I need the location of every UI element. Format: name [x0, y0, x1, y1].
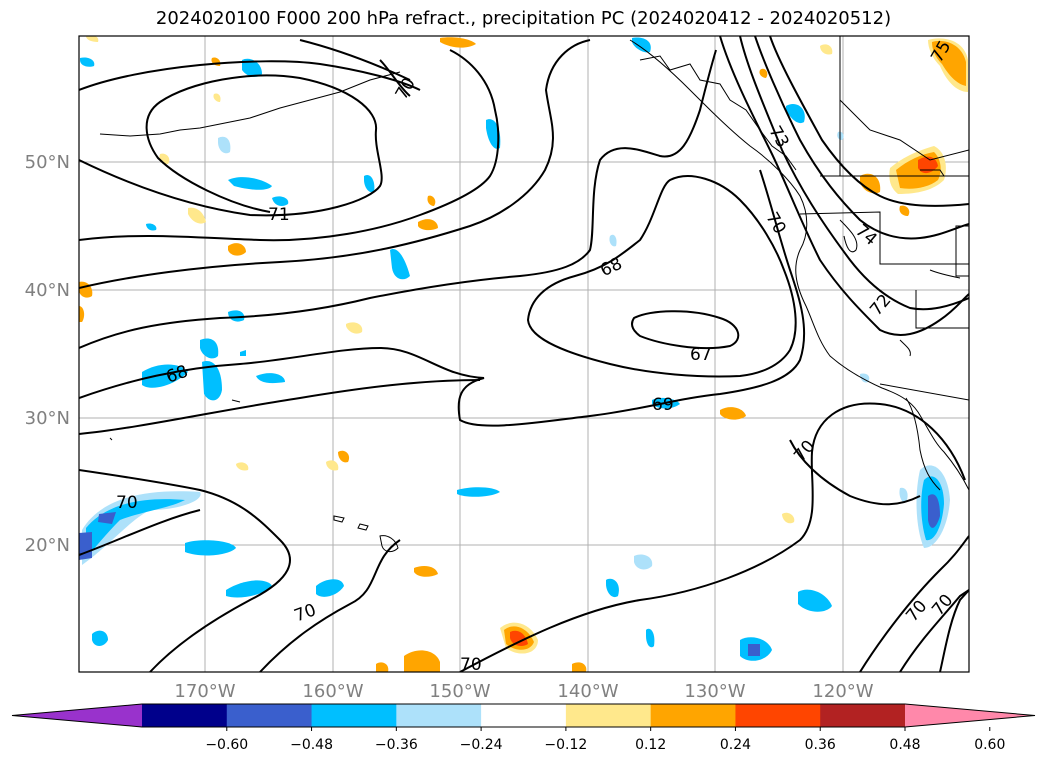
latitude-labels: 50°N 40°N 30°N 20°N [25, 152, 70, 556]
colorbar-segment [481, 704, 567, 727]
map-title: 2024020100 F000 200 hPa refract., precip… [155, 8, 892, 29]
colorbar-tick-label: 0.60 [974, 737, 1005, 753]
colorbar-tick-label: 0.12 [635, 737, 666, 753]
longitude-labels: 170°W 160°W 150°W 140°W 130°W 120°W [174, 681, 873, 702]
contour-label: 69 [652, 395, 674, 415]
contour-label: 70 [460, 655, 482, 675]
contour-label: 71 [268, 205, 290, 225]
plot-frame [78, 35, 970, 673]
colorbar-tick-label: 0.24 [720, 737, 751, 753]
precip-negative [79, 37, 950, 661]
lat-label: 20°N [25, 535, 70, 556]
colorbar-tick-label: 0.48 [889, 737, 920, 753]
colorbar-segment [735, 704, 821, 727]
lon-label: 120°W [812, 681, 873, 702]
colorbar-tick-label: −0.48 [290, 737, 333, 753]
precip-shading [79, 36, 968, 672]
colorbar-segment [142, 704, 228, 727]
contour-label: 67 [690, 345, 712, 365]
colorbar-segment [650, 704, 736, 727]
coastlines [99, 36, 969, 553]
lat-label: 30°N [25, 408, 70, 429]
colorbar-segment [396, 704, 482, 727]
lon-label: 160°W [302, 681, 363, 702]
colorbar-tick-label: −0.60 [205, 737, 248, 753]
colorbar-extend-high [905, 704, 1035, 727]
colorbar-segment [820, 704, 906, 727]
colorbar-segment [565, 704, 652, 727]
colorbar-segment [311, 704, 397, 727]
lon-label: 150°W [429, 681, 490, 702]
colorbar-segment [226, 704, 313, 727]
colorbar-tick-label: −0.12 [544, 737, 587, 753]
colorbar-tick-label: −0.24 [460, 737, 503, 753]
contour-label: 70 [116, 493, 138, 513]
colorbar: −0.60 −0.48 −0.36 −0.24 −0.12 0.12 0.24 0.36 0.4… [11, 703, 1036, 753]
gridlines [79, 36, 969, 672]
lat-label: 40°N [25, 280, 70, 301]
precip-positive [79, 36, 968, 672]
colorbar-outline [11, 703, 1036, 728]
lat-label: 50°N [25, 152, 70, 173]
colorbar-tick-label: −0.36 [375, 737, 418, 753]
lon-label: 170°W [174, 681, 235, 702]
colorbar-extend-low [12, 704, 142, 727]
colorbar-tick-label: 0.36 [805, 737, 836, 753]
lon-label: 140°W [557, 681, 618, 702]
lon-label: 130°W [684, 681, 745, 702]
